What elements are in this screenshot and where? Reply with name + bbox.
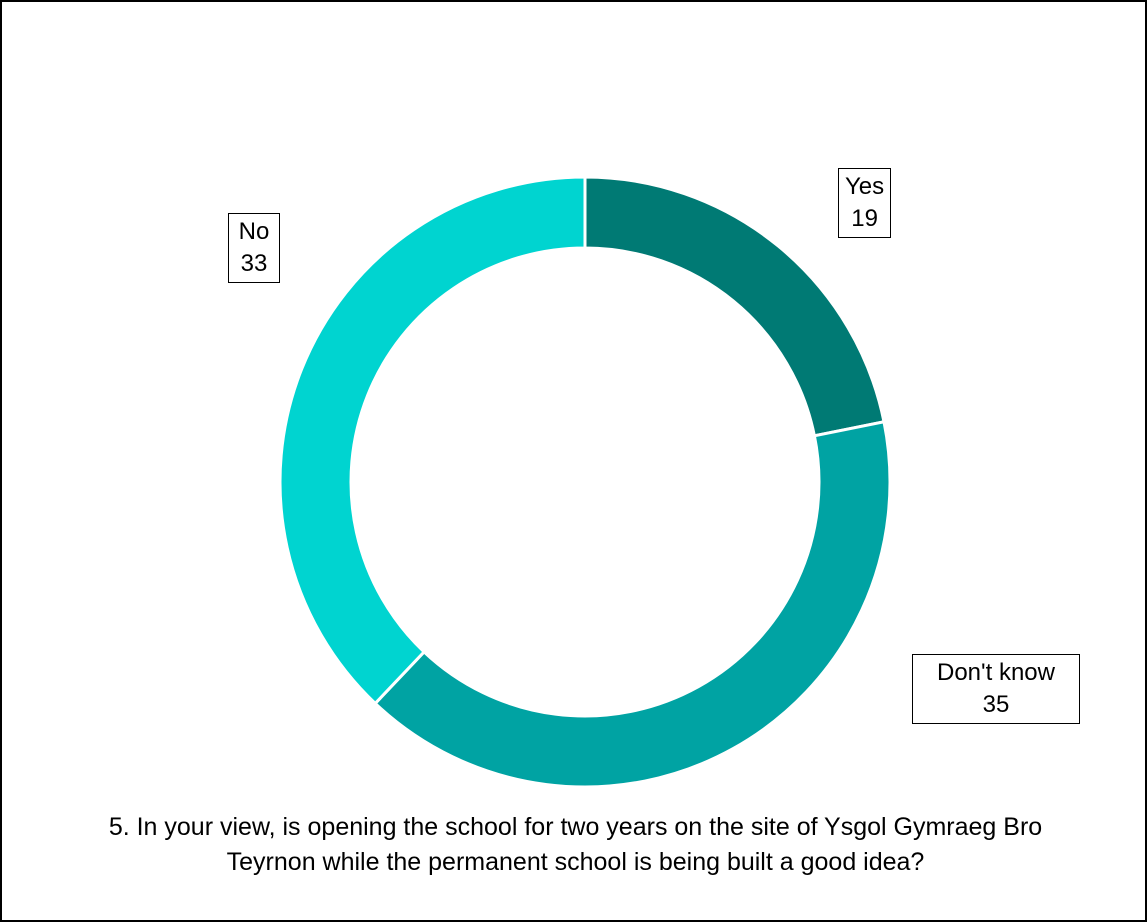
slice-label-dont-know-value: 35 [982, 691, 1010, 718]
slice-label-yes-value: 19 [851, 205, 878, 232]
chart-title: 5. In your view, is opening the school f… [108, 813, 1043, 876]
slice-label-dont-know-category: Don't know [937, 659, 1055, 686]
doughnut-slices [278, 175, 892, 789]
slice-label-yes: Yes 19 [838, 168, 892, 238]
slice-label-no-category: No [238, 218, 270, 245]
slice-label-dont-know: Don't know 35 [912, 654, 1080, 724]
slice-don-t-know [373, 420, 892, 789]
slice-label-no: No 33 [228, 213, 280, 283]
slice-label-no-value: 33 [240, 250, 268, 277]
slice-label-yes-category: Yes [845, 173, 885, 200]
slice-no [278, 175, 587, 706]
